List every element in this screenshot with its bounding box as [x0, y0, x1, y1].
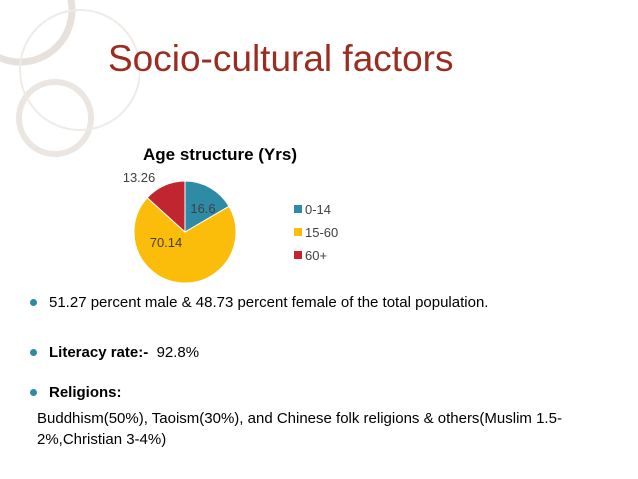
- bullet-religions: Religions:: [30, 384, 122, 401]
- legend-label-0-14: 0-14: [305, 202, 331, 217]
- data-label-15-60: 70.14: [150, 235, 183, 250]
- legend-swatch-0-14: [294, 205, 302, 213]
- data-label-60+: 13.26: [123, 170, 156, 185]
- bullet-literacy: Literacy rate:- 92.8%: [30, 344, 199, 361]
- legend-label-60+: 60+: [305, 248, 327, 263]
- bullet-population: 51.27 percent male & 48.73 percent femal…: [30, 294, 488, 311]
- literacy-value: 92.8%: [157, 344, 200, 361]
- religions-text: Buddhism(50%), Taoism(30%), and Chinese …: [37, 408, 597, 450]
- bullet-dot: [30, 349, 37, 356]
- data-label-0-14: 16.6: [190, 201, 215, 216]
- literacy-label: Literacy rate:-: [49, 344, 148, 361]
- bullet-dot: [30, 299, 37, 306]
- legend-swatch-15-60: [294, 228, 302, 236]
- chart-title: Age structure (Yrs): [143, 145, 297, 164]
- bullet-dot: [30, 389, 37, 396]
- religions-label: Religions:: [49, 384, 122, 401]
- population-text: 51.27 percent male & 48.73 percent femal…: [49, 294, 488, 311]
- age-structure-pie-chart: Age structure (Yrs) 16.6 70.14 13.26 0-14 1…: [0, 0, 638, 290]
- legend-label-15-60: 15-60: [305, 225, 338, 240]
- legend-swatch-60+: [294, 251, 302, 259]
